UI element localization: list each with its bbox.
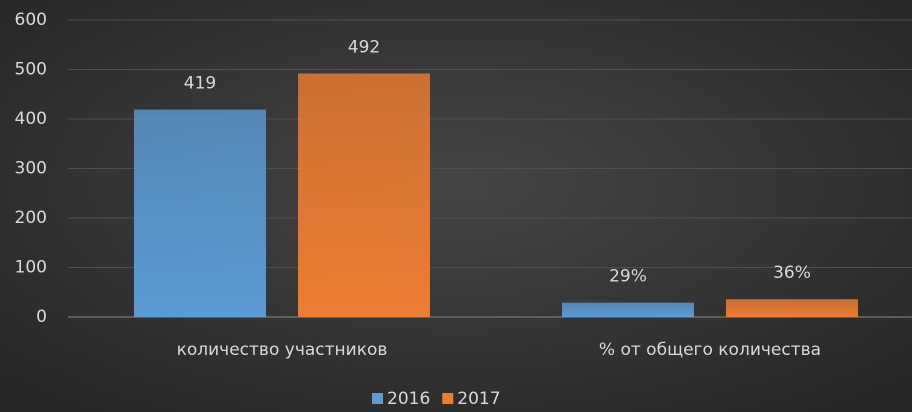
bar <box>726 299 858 317</box>
data-label: 29% <box>609 267 647 287</box>
y-tick-label: 300 <box>15 159 47 179</box>
bar <box>298 73 430 318</box>
x-tick-label: % от общего количества <box>599 340 821 360</box>
bar <box>134 109 266 317</box>
legend-label: 2017 <box>457 389 500 409</box>
y-tick-label: 100 <box>15 258 47 278</box>
bar <box>562 302 694 317</box>
y-tick-label: 500 <box>15 60 47 80</box>
x-tick-label: количество участников <box>177 340 388 360</box>
y-tick-label: 0 <box>36 307 47 327</box>
y-tick-label: 600 <box>15 10 47 30</box>
data-label: 419 <box>184 74 216 94</box>
legend-swatch <box>372 393 383 404</box>
legend-swatch <box>442 393 454 404</box>
data-label: 36% <box>773 263 811 283</box>
y-tick-label: 400 <box>15 109 47 129</box>
data-label: 492 <box>348 37 380 57</box>
legend-label: 2016 <box>387 389 430 409</box>
y-tick-label: 200 <box>15 208 47 228</box>
